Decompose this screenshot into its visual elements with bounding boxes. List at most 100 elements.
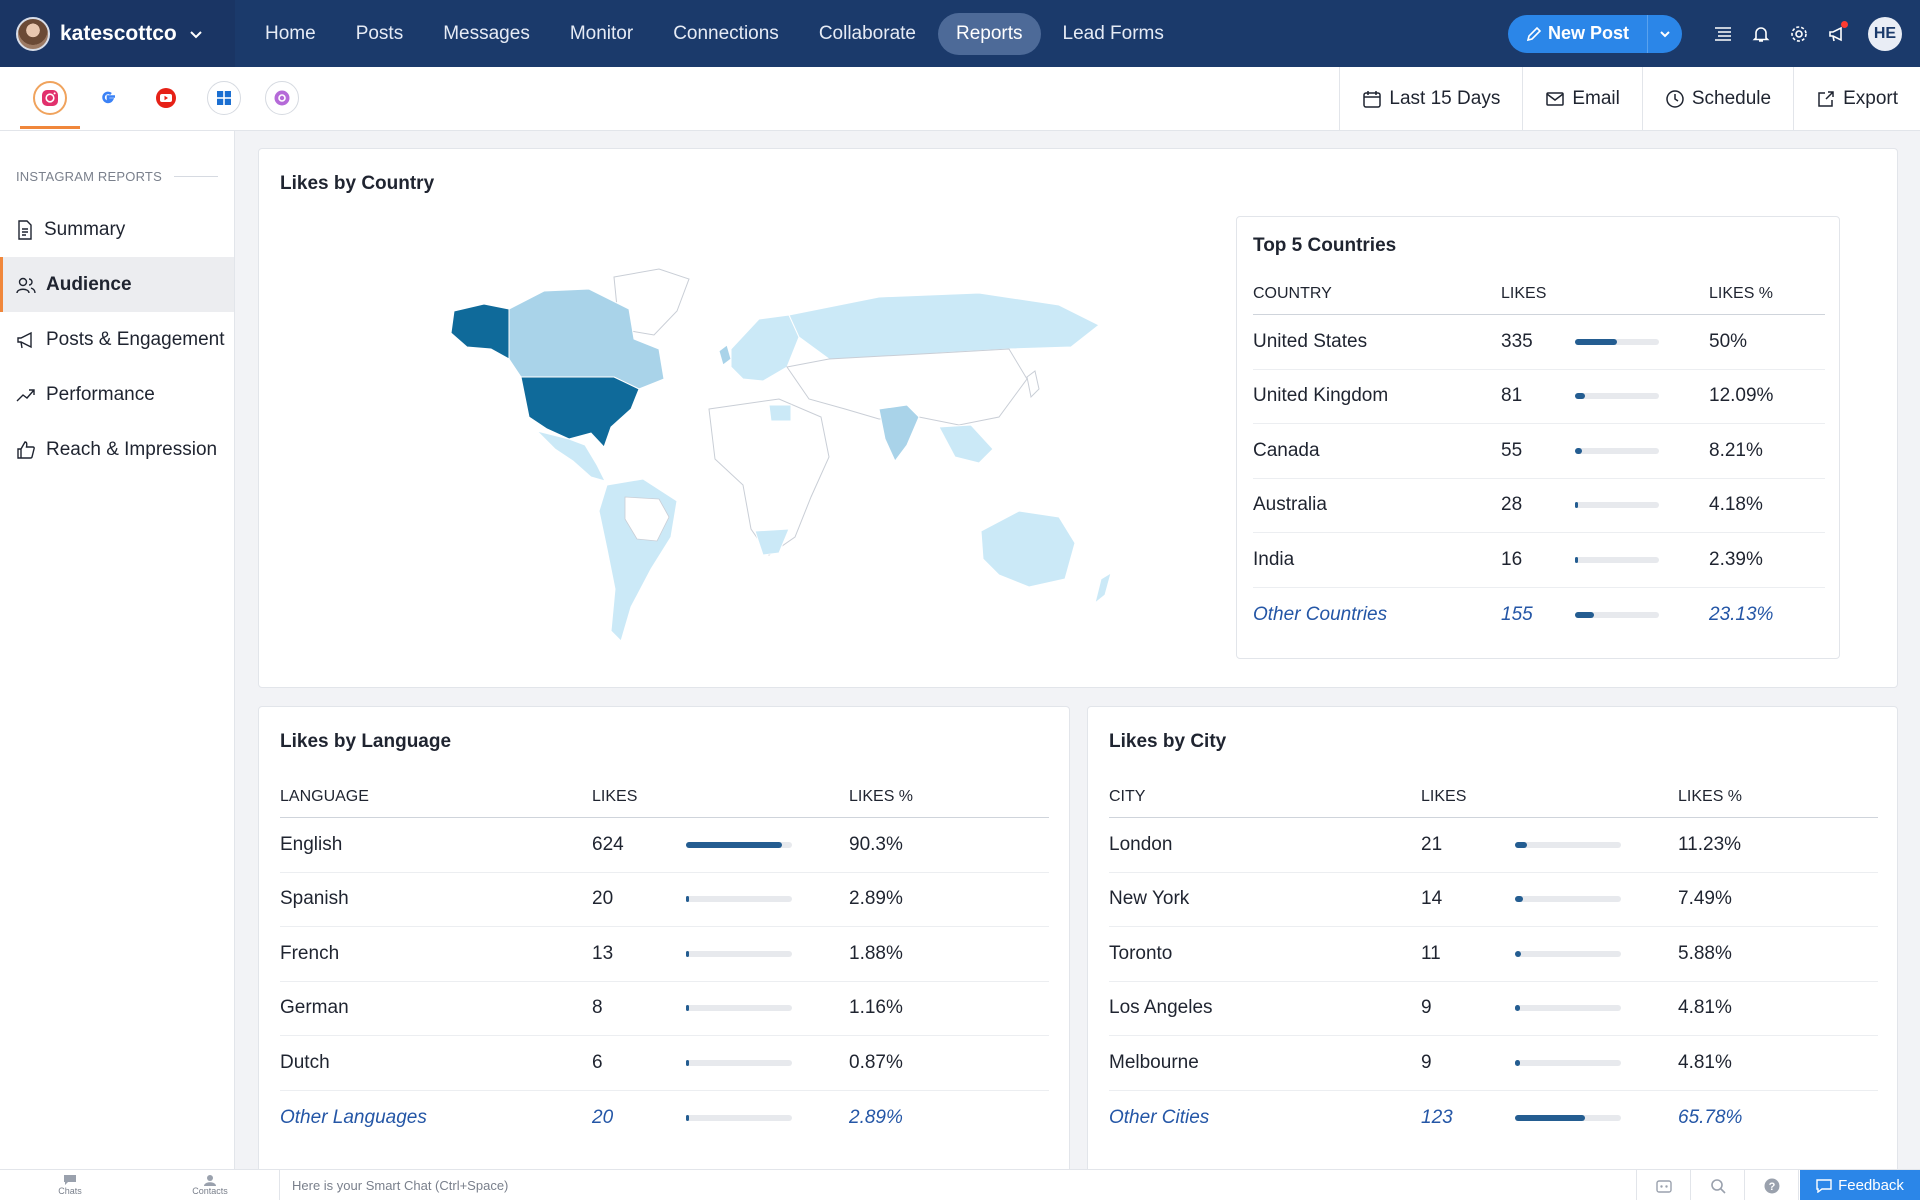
contact-icon bbox=[204, 1175, 216, 1186]
calendar-icon bbox=[1363, 91, 1382, 108]
contacts-label: Contacts bbox=[192, 1186, 228, 1196]
row-bar-cell bbox=[1575, 338, 1709, 345]
table-row: Other Cities 123 65.78% bbox=[1109, 1091, 1878, 1146]
nav-lead-forms[interactable]: Lead Forms bbox=[1062, 22, 1164, 44]
likes-by-language-card: Likes by Language LANGUAGE LIKES LIKES %… bbox=[258, 706, 1070, 1186]
email-label: Email bbox=[1572, 88, 1620, 109]
row-likes: 6 bbox=[592, 1051, 603, 1073]
help-button[interactable]: ? bbox=[1745, 1170, 1799, 1200]
account-name: katescottco bbox=[60, 21, 177, 45]
progress-track bbox=[686, 1114, 792, 1121]
nav-reports[interactable]: Reports bbox=[937, 12, 1041, 55]
nav-monitor[interactable]: Monitor bbox=[569, 22, 634, 44]
sidebar-item-performance[interactable]: Performance bbox=[0, 367, 234, 422]
row-pct: 23.13% bbox=[1709, 603, 1774, 625]
announcements-button[interactable] bbox=[1818, 15, 1856, 53]
bottom-tool-button[interactable] bbox=[1637, 1170, 1691, 1200]
gear-icon bbox=[1791, 25, 1807, 42]
date-range-label: Last 15 Days bbox=[1389, 88, 1501, 109]
row-pct: 90.3% bbox=[849, 833, 903, 855]
nav-home[interactable]: Home bbox=[265, 22, 316, 44]
bottom-search-button[interactable] bbox=[1691, 1170, 1745, 1200]
nav-collaborate[interactable]: Collaborate bbox=[818, 22, 916, 44]
search-icon bbox=[1710, 1178, 1726, 1194]
progress-fill bbox=[1515, 896, 1523, 903]
channel-youtube[interactable] bbox=[149, 81, 183, 115]
map-region-russia bbox=[788, 292, 1100, 360]
new-post-main[interactable]: New Post bbox=[1508, 14, 1648, 53]
row-likes: 16 bbox=[1501, 548, 1523, 570]
email-button[interactable]: Email bbox=[1522, 67, 1642, 131]
menu-list-button[interactable] bbox=[1704, 15, 1742, 53]
sidebar-item-audience[interactable]: Audience bbox=[0, 257, 234, 312]
progress-fill bbox=[1575, 393, 1585, 400]
settings-button[interactable] bbox=[1780, 15, 1818, 53]
sidebar-item-summary[interactable]: Summary bbox=[0, 202, 234, 257]
notification-dot bbox=[1841, 20, 1848, 28]
progress-track bbox=[1515, 896, 1621, 903]
table-header: CITY LIKES LIKES % bbox=[1109, 776, 1878, 818]
row-pct: 4.81% bbox=[1678, 997, 1732, 1019]
sidebar-item-reach-impression[interactable]: Reach & Impression bbox=[0, 422, 234, 477]
row-bar-cell bbox=[1515, 950, 1678, 957]
account-switcher[interactable]: katescottco bbox=[0, 0, 235, 67]
export-label: Export bbox=[1843, 88, 1898, 109]
progress-fill bbox=[1515, 1114, 1585, 1121]
export-button[interactable]: Export bbox=[1793, 67, 1920, 131]
row-name: English bbox=[280, 833, 343, 855]
chat-bubble-icon bbox=[64, 1175, 76, 1185]
new-post-button[interactable]: New Post bbox=[1507, 14, 1682, 53]
thumbs-up-icon bbox=[17, 440, 35, 459]
map-region-europe bbox=[730, 314, 800, 382]
top-countries-title: Top 5 Countries bbox=[1253, 235, 1397, 256]
row-bar-cell bbox=[1515, 1005, 1678, 1012]
sidebar-item-label: Performance bbox=[46, 383, 155, 405]
help-icon: ? bbox=[1764, 1178, 1779, 1193]
row-name: Other Countries bbox=[1253, 603, 1388, 625]
table-row: United Kingdom 81 12.09% bbox=[1253, 370, 1825, 424]
channel-microsoft[interactable] bbox=[207, 81, 241, 115]
row-bar-cell bbox=[1575, 502, 1709, 509]
contacts-tab[interactable]: Contacts bbox=[140, 1170, 280, 1200]
user-avatar[interactable]: HE bbox=[1868, 16, 1902, 51]
nav-posts[interactable]: Posts bbox=[355, 22, 404, 44]
card-title: Likes by City bbox=[1109, 731, 1227, 752]
col-language: LANGUAGE bbox=[280, 787, 369, 805]
feedback-icon bbox=[1816, 1178, 1832, 1193]
row-pct: 4.81% bbox=[1678, 1051, 1732, 1073]
sidebar-item-label: Audience bbox=[46, 273, 132, 295]
language-table: LANGUAGE LIKES LIKES % English 624 90.3% Sp… bbox=[280, 776, 1049, 1145]
channel-instagram[interactable] bbox=[33, 81, 67, 115]
schedule-label: Schedule bbox=[1691, 88, 1772, 109]
channel-google[interactable] bbox=[91, 81, 125, 115]
chats-tab[interactable]: Chats bbox=[0, 1170, 140, 1200]
nav-connections[interactable]: Connections bbox=[673, 22, 779, 44]
table-row: United States 335 50% bbox=[1253, 315, 1825, 370]
card-title: Likes by Country bbox=[280, 173, 435, 194]
col-likes-pct: LIKES % bbox=[1709, 284, 1774, 302]
date-range-button[interactable]: Last 15 Days bbox=[1339, 67, 1522, 131]
row-name: Spanish bbox=[280, 888, 349, 910]
table-row: Spanish 20 2.89% bbox=[280, 873, 1049, 927]
channel-threads[interactable] bbox=[265, 81, 299, 115]
map-region-uk bbox=[718, 344, 732, 366]
notifications-button[interactable] bbox=[1742, 15, 1780, 53]
sidebar-header: INSTAGRAM REPORTS bbox=[0, 131, 234, 202]
row-name: Melbourne bbox=[1109, 1051, 1199, 1073]
feedback-button[interactable]: Feedback bbox=[1800, 1170, 1920, 1200]
row-likes: 21 bbox=[1421, 833, 1443, 855]
progress-fill bbox=[1575, 611, 1594, 618]
feedback-label: Feedback bbox=[1838, 1177, 1904, 1194]
sidebar-header-label: INSTAGRAM REPORTS bbox=[16, 169, 162, 184]
row-bar-cell bbox=[686, 1005, 849, 1012]
smart-chat-input[interactable]: Here is your Smart Chat (Ctrl+Space) bbox=[279, 1170, 1637, 1200]
new-post-dropdown[interactable] bbox=[1648, 15, 1682, 53]
sidebar-item-posts-engagement[interactable]: Posts & Engagement bbox=[0, 312, 234, 367]
progress-track bbox=[1575, 338, 1659, 345]
schedule-button[interactable]: Schedule bbox=[1641, 67, 1793, 131]
people-icon bbox=[16, 277, 36, 293]
col-city: CITY bbox=[1109, 787, 1146, 805]
nav-messages[interactable]: Messages bbox=[443, 22, 530, 44]
row-likes: 9 bbox=[1421, 1051, 1432, 1073]
row-pct: 2.39% bbox=[1709, 548, 1763, 570]
